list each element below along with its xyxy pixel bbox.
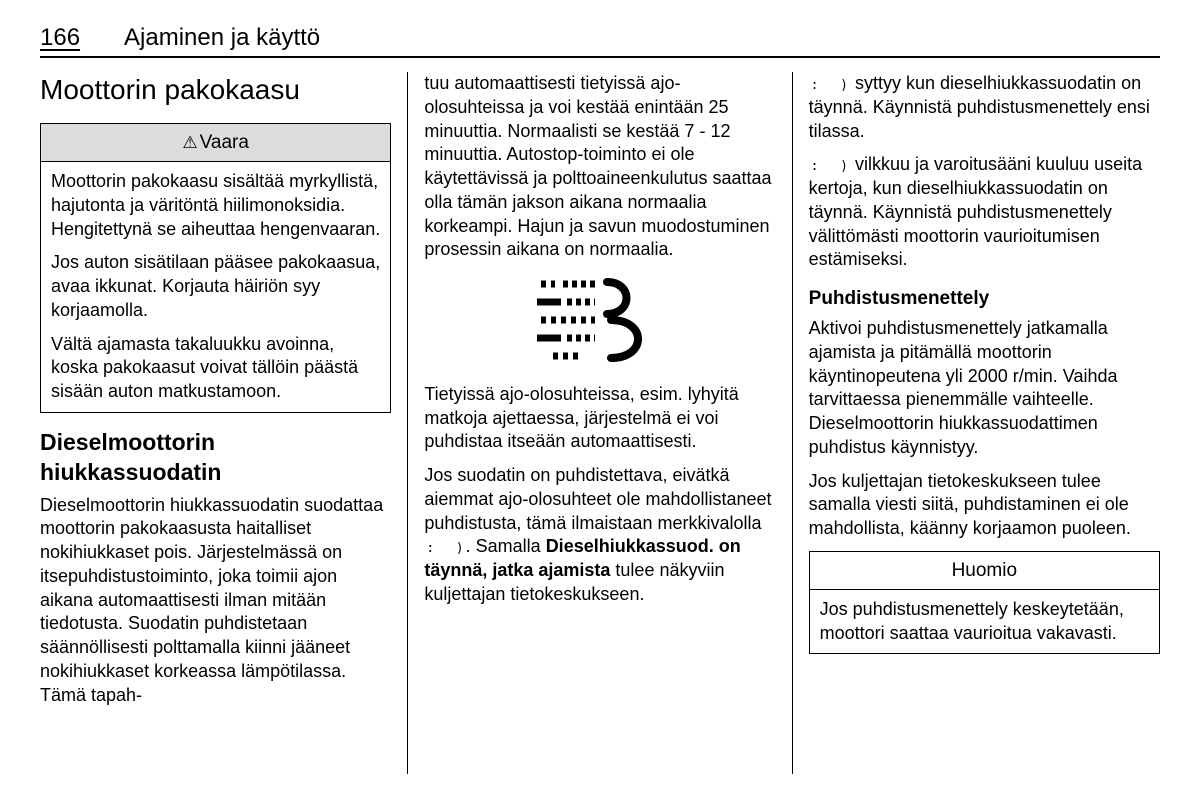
body-paragraph: Aktivoi puhdistusmenettely jatkamalla aj…	[809, 317, 1160, 460]
danger-p1: Moottorin pakokaasu sisältää myrkyllistä…	[51, 170, 380, 241]
danger-p3: Vältä ajamasta takaluukku avoinna, koska…	[51, 333, 380, 404]
danger-label: Vaara	[200, 132, 249, 153]
body-paragraph: Jos kuljettajan tietokeskukseen tulee sa…	[809, 470, 1160, 541]
body-paragraph: Dieselmoottorin hiukkassuodatin suodatta…	[40, 494, 391, 708]
subsection-heading: Dieselmoottorin hiukkassuodatin	[40, 427, 391, 488]
manual-page: 166 Ajaminen ja käyttö Moottorin pakokaa…	[0, 0, 1200, 802]
dpf-inline-icon: : )	[811, 158, 850, 175]
notice-box-header: Huomio	[810, 552, 1159, 590]
notice-box-body: Jos puhdistusmenettely keskeytetään, moo…	[810, 590, 1159, 654]
notice-box: Huomio Jos puhdistusmenettely keskeytetä…	[809, 551, 1160, 655]
column-3: : ) syttyy kun dieselhiukkassuodatin on …	[793, 72, 1160, 774]
warning-icon: ⚠	[182, 133, 197, 152]
body-paragraph: : ) syttyy kun dieselhiukkassuodatin on …	[809, 72, 1160, 143]
column-2: tuu automaattisesti tietyissä ajo-olosuh…	[408, 72, 792, 774]
dpf-inline-icon: : )	[426, 540, 465, 557]
body-paragraph: Tietyissä ajo-olosuhteissa, esim. lyhyit…	[424, 383, 775, 454]
danger-box-header: ⚠Vaara	[41, 124, 390, 162]
body-paragraph: Jos suodatin on puhdistettava, eivätkä a…	[424, 464, 775, 607]
danger-box-body: Moottorin pakokaasu sisältää myrkyllistä…	[41, 162, 390, 412]
dpf-filter-icon	[424, 272, 775, 369]
column-1: Moottorin pakokaasu ⚠Vaara Moottorin pak…	[40, 72, 408, 774]
page-header: 166 Ajaminen ja käyttö	[40, 24, 1160, 58]
chapter-title: Ajaminen ja käyttö	[124, 24, 320, 52]
subsubsection-heading: Puhdistusmenettely	[809, 286, 1160, 311]
page-number: 166	[40, 24, 80, 52]
danger-p2: Jos auton sisätilaan pääsee pakokaasua, …	[51, 251, 380, 322]
body-paragraph: : ) vilkkuu ja varoitusääni kuuluu useit…	[809, 153, 1160, 272]
dpf-inline-icon: : )	[811, 77, 850, 94]
danger-box: ⚠Vaara Moottorin pakokaasu sisältää myrk…	[40, 123, 391, 413]
section-heading: Moottorin pakokaasu	[40, 72, 391, 109]
content-columns: Moottorin pakokaasu ⚠Vaara Moottorin pak…	[40, 72, 1160, 774]
body-paragraph: tuu automaattisesti tietyissä ajo-olosuh…	[424, 72, 775, 262]
notice-text: Jos puhdistusmenettely keskeytetään, moo…	[820, 598, 1149, 646]
